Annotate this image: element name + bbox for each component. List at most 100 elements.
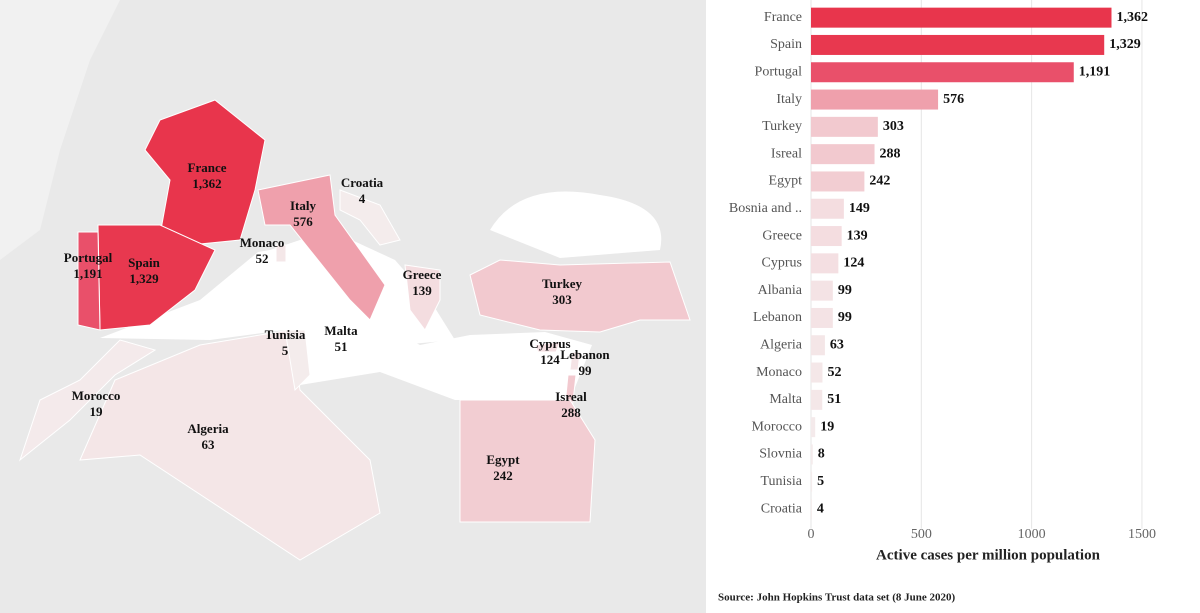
map-value-label: 124	[540, 352, 560, 367]
bar	[811, 144, 875, 165]
value-label: 576	[943, 92, 964, 107]
category-label: Albania	[758, 283, 803, 298]
value-label: 303	[883, 119, 904, 134]
map-value-label: 1,191	[73, 266, 102, 281]
category-label: Turkey	[762, 119, 802, 134]
country	[284, 329, 311, 392]
bar	[811, 307, 833, 328]
country	[569, 351, 581, 371]
x-tick-label: 0	[808, 527, 815, 542]
bar	[811, 471, 813, 492]
bar	[811, 499, 812, 520]
country	[534, 341, 561, 353]
value-label: 242	[869, 174, 890, 189]
category-label: Tunisia	[760, 474, 802, 489]
map-country-label: Spain	[128, 255, 161, 270]
category-label: Italy	[776, 92, 802, 107]
bar	[811, 444, 813, 465]
country	[339, 189, 401, 246]
map-country-label: Italy	[290, 198, 317, 213]
bar	[811, 389, 823, 410]
category-label: Cyprus	[762, 256, 802, 271]
category-label: Croatia	[761, 501, 803, 516]
map-value-label: 1,362	[192, 176, 221, 191]
map-value-label: 242	[493, 468, 513, 483]
map-value-label: 139	[412, 283, 432, 298]
map-value-label: 63	[202, 437, 216, 452]
map-country-label: Algeria	[187, 421, 229, 436]
category-label: Isreal	[771, 146, 802, 161]
value-label: 149	[849, 201, 870, 216]
value-label: 1,362	[1116, 10, 1148, 25]
value-label: 99	[838, 310, 852, 325]
country	[459, 399, 596, 523]
map-value-label: 51	[335, 339, 348, 354]
map-value-label: 576	[293, 214, 313, 229]
x-axis-label: Active cases per million population	[876, 547, 1101, 563]
category-label: Bosnia and ..	[729, 201, 802, 216]
bar	[811, 198, 844, 219]
map-country-label: Cyprus	[529, 336, 570, 351]
category-label: Algeria	[760, 337, 803, 352]
category-label: Spain	[770, 37, 802, 52]
source: Source: John Hopkins Trust data set (8 J…	[718, 592, 955, 604]
bar	[811, 62, 1074, 83]
x-tick-label: 500	[911, 527, 932, 542]
map-country-label: Monaco	[240, 235, 285, 250]
map-country-label: Croatia	[341, 175, 384, 190]
value-label: 288	[880, 146, 901, 161]
map-value-label: 99	[579, 363, 593, 378]
x-tick-label: 1000	[1018, 527, 1046, 542]
category-label: Greece	[762, 228, 802, 243]
value-label: 52	[827, 365, 841, 380]
bar	[811, 34, 1105, 55]
country	[144, 99, 266, 246]
map: France1,362Spain1,329Portugal1,191Italy5…	[18, 99, 691, 561]
value-label: 5	[817, 474, 824, 489]
bar	[811, 89, 939, 110]
category-label: Egypt	[769, 174, 803, 189]
map-country-label: Egypt	[486, 452, 520, 467]
category-label: Morocco	[751, 419, 802, 434]
value-label: 124	[843, 256, 864, 271]
atlantic	[0, 0, 120, 260]
map-country-label: Portugal	[64, 250, 113, 265]
map-country-label: Tunisia	[265, 327, 306, 342]
country	[469, 259, 691, 333]
black-sea	[490, 191, 662, 258]
map-country-label: France	[188, 160, 227, 175]
value-label: 1,191	[1079, 64, 1111, 79]
map-value-label: 4	[359, 191, 366, 206]
map-country-label: Turkey	[542, 276, 582, 291]
map-country-label: Isreal	[555, 389, 587, 404]
country	[18, 339, 157, 462]
map-country-label: Morocco	[72, 388, 121, 403]
country	[404, 264, 441, 331]
bar	[811, 171, 865, 192]
country	[79, 329, 381, 561]
bar	[811, 417, 816, 438]
value-label: 63	[830, 337, 844, 352]
map-value-label: 5	[282, 343, 289, 358]
value-label: 1,329	[1109, 37, 1141, 52]
value-label: 99	[838, 283, 852, 298]
bar	[811, 362, 823, 383]
value-label: 139	[847, 228, 868, 243]
value-label: 51	[827, 392, 841, 407]
map-country-label: Malta	[324, 323, 358, 338]
value-label: 8	[818, 447, 825, 462]
bar	[811, 335, 825, 356]
map-value-label: 19	[90, 404, 104, 419]
bar	[811, 226, 842, 247]
map-country-label: Greece	[403, 267, 442, 282]
value-label: 4	[817, 501, 824, 516]
map-value-label: 52	[256, 251, 269, 266]
x-tick-label: 1500	[1128, 527, 1156, 542]
country	[275, 244, 287, 263]
category-label: Malta	[769, 392, 802, 407]
map-value-label: 1,329	[129, 271, 159, 286]
country	[257, 174, 386, 321]
category-label: Monaco	[756, 365, 802, 380]
bar	[811, 7, 1112, 28]
